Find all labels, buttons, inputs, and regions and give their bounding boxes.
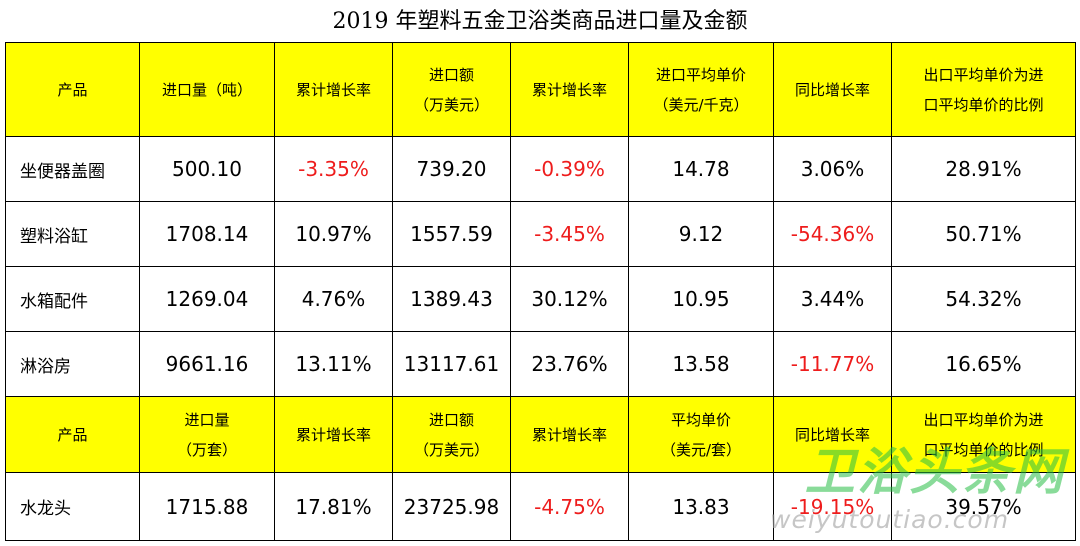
- header-import-value-line1: 进口额: [428, 65, 474, 84]
- cell-growth-volume: 4.76%: [274, 266, 393, 332]
- cell-product: 淋浴房: [5, 331, 140, 397]
- table-row: 淋浴房 9661.16 13.11% 13117.61 23.76% 13.58…: [5, 331, 1076, 397]
- header2-avg-price: 平均单价 （美元/套）: [628, 396, 774, 473]
- table-row: 坐便器盖圈 500.10 -3.35% 739.20 -0.39% 14.78 …: [5, 136, 1076, 202]
- header2-product: 产品: [5, 396, 140, 473]
- table-row: 水箱配件 1269.04 4.76% 1389.43 30.12% 10.95 …: [5, 266, 1076, 332]
- header2-avg-price-line1: 平均单价: [670, 410, 731, 429]
- header2-growth-volume: 累计增长率: [274, 396, 393, 473]
- header-import-value-line2: （万美元）: [413, 95, 489, 114]
- cell-product: 坐便器盖圈: [5, 136, 140, 202]
- header-import-volume: 进口量（吨）: [139, 42, 275, 137]
- cell-yoy: 3.06%: [773, 136, 892, 202]
- cell-volume: 1715.88: [139, 472, 275, 541]
- page-title: 2019 年塑料五金卫浴类商品进口量及金额: [332, 9, 748, 34]
- header2-import-value-line2: （万美元）: [413, 440, 489, 459]
- header2-import-volume: 进口量 （万套）: [139, 396, 275, 473]
- cell-growth-value: -0.39%: [510, 136, 629, 202]
- cell-growth-value: -4.75%: [510, 472, 629, 541]
- cell-yoy: 3.44%: [773, 266, 892, 332]
- header2-growth-value: 累计增长率: [510, 396, 629, 473]
- header2-ratio-line2: 口平均单价的比例: [923, 440, 1044, 459]
- header-row-2: 产品 进口量 （万套） 累计增长率 进口额 （万美元） 累计增长率 平均单价 （…: [5, 396, 1076, 473]
- cell-ratio: 39.57%: [891, 472, 1076, 541]
- cell-ratio: 28.91%: [891, 136, 1076, 202]
- cell-yoy: -11.77%: [773, 331, 892, 397]
- header2-yoy: 同比增长率: [773, 396, 892, 473]
- cell-yoy: -19.15%: [773, 472, 892, 541]
- cell-price: 13.83: [628, 472, 774, 541]
- cell-price: 10.95: [628, 266, 774, 332]
- header-import-value: 进口额 （万美元）: [392, 42, 511, 137]
- table-row: 塑料浴缸 1708.14 10.97% 1557.59 -3.45% 9.12 …: [5, 201, 1076, 267]
- cell-yoy: -54.36%: [773, 201, 892, 267]
- cell-price: 9.12: [628, 201, 774, 267]
- cell-volume: 1708.14: [139, 201, 275, 267]
- watermark-logo: 卫浴头条网: [805, 443, 1065, 501]
- cell-value: 13117.61: [392, 331, 511, 397]
- cell-growth-value: 30.12%: [510, 266, 629, 332]
- header2-import-volume-line2: （万套）: [176, 440, 237, 459]
- header2-import-value: 进口额 （万美元）: [392, 396, 511, 473]
- cell-volume: 1269.04: [139, 266, 275, 332]
- header-row: 产品 进口量（吨） 累计增长率 进口额 （万美元） 累计增长率 进口平均单价 （…: [5, 42, 1076, 137]
- header-ratio-line2: 口平均单价的比例: [923, 95, 1044, 114]
- cell-value: 739.20: [392, 136, 511, 202]
- header-growth-volume: 累计增长率: [274, 42, 393, 137]
- cell-volume: 9661.16: [139, 331, 275, 397]
- header-yoy: 同比增长率: [773, 42, 892, 137]
- cell-growth-volume: 13.11%: [274, 331, 393, 397]
- header-product: 产品: [5, 42, 140, 137]
- cell-ratio: 16.65%: [891, 331, 1076, 397]
- table-row: 水龙头 1715.88 17.81% 23725.98 -4.75% 13.83…: [5, 472, 1076, 541]
- header-avg-price-line1: 进口平均单价: [655, 65, 746, 84]
- cell-growth-value: 23.76%: [510, 331, 629, 397]
- cell-product: 塑料浴缸: [5, 201, 140, 267]
- cell-ratio: 50.71%: [891, 201, 1076, 267]
- cell-volume: 500.10: [139, 136, 275, 202]
- import-table: 产品 进口量（吨） 累计增长率 进口额 （万美元） 累计增长率 进口平均单价 （…: [5, 42, 1076, 541]
- cell-product: 水箱配件: [5, 266, 140, 332]
- header2-import-volume-line1: 进口量: [184, 410, 230, 429]
- cell-growth-volume: 17.81%: [274, 472, 393, 541]
- cell-growth-value: -3.45%: [510, 201, 629, 267]
- header-ratio: 出口平均单价为进 口平均单价的比例: [891, 42, 1076, 137]
- cell-value: 23725.98: [392, 472, 511, 541]
- header-ratio-line1: 出口平均单价为进: [923, 65, 1044, 84]
- cell-price: 13.58: [628, 331, 774, 397]
- cell-product: 水龙头: [5, 472, 140, 541]
- cell-ratio: 54.32%: [891, 266, 1076, 332]
- header-avg-price: 进口平均单价 （美元/千克）: [628, 42, 774, 137]
- cell-value: 1389.43: [392, 266, 511, 332]
- header-avg-price-line2: （美元/千克）: [653, 95, 749, 114]
- header2-ratio-line1: 出口平均单价为进: [923, 410, 1044, 429]
- cell-growth-volume: 10.97%: [274, 201, 393, 267]
- cell-price: 14.78: [628, 136, 774, 202]
- header2-avg-price-line2: （美元/套）: [660, 440, 742, 459]
- cell-value: 1557.59: [392, 201, 511, 267]
- watermark-url: weiyutoutiao.com: [770, 505, 1010, 534]
- header-growth-value: 累计增长率: [510, 42, 629, 137]
- header2-ratio: 出口平均单价为进 口平均单价的比例: [891, 396, 1076, 473]
- cell-growth-volume: -3.35%: [274, 136, 393, 202]
- header2-import-value-line1: 进口额: [428, 410, 474, 429]
